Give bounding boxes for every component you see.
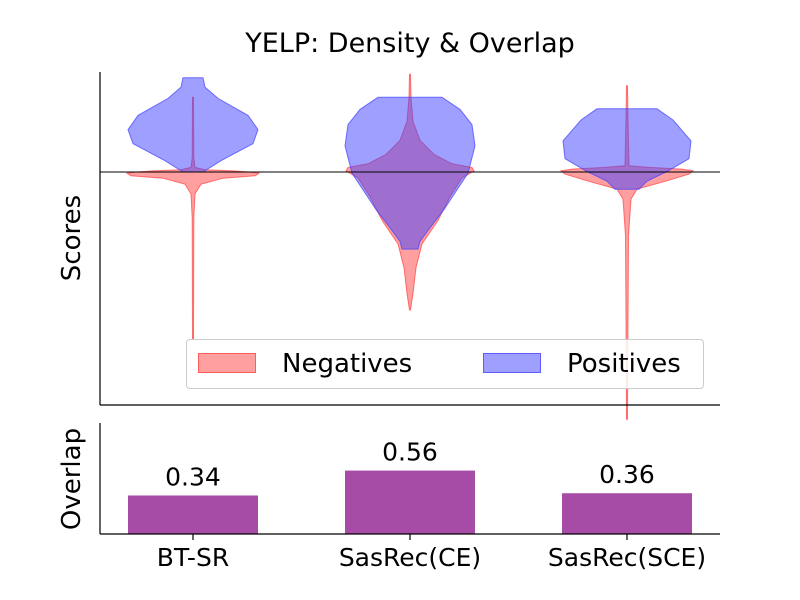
x-tick-layer: BT-SR SasRec(CE) SasRec(SCE) <box>157 534 706 572</box>
top-axes <box>99 72 720 406</box>
violin-positives-bt-sr <box>127 77 259 173</box>
y-axis-label-overlap: Overlap <box>57 427 87 531</box>
legend-label-positives: Positives <box>567 349 681 379</box>
overlap-bar-bt-sr <box>128 495 258 534</box>
overlap-value-label-bt-sr: 0.34 <box>165 462 221 491</box>
overlap-bar-sasrec-ce <box>345 470 475 534</box>
x-tick-label-sasrec-ce: SasRec(CE) <box>339 543 481 572</box>
violin-layer <box>125 73 695 420</box>
x-tick-label-bt-sr: BT-SR <box>157 543 229 572</box>
overlap-value-label-sasrec-ce: 0.56 <box>382 438 438 467</box>
legend-swatch-positives <box>483 353 541 373</box>
violin-positives-sasrec-sce <box>562 108 692 190</box>
legend-swatch-negatives <box>198 353 256 373</box>
bar-layer: 0.34 0.56 0.36 <box>128 438 692 534</box>
x-tick-label-sasrec-sce: SasRec(SCE) <box>548 543 706 572</box>
legend: Negatives Positives <box>186 339 704 389</box>
overlap-value-label-sasrec-sce: 0.36 <box>599 460 655 489</box>
violin-positives-sasrec-ce <box>344 96 476 250</box>
y-axis-label-scores: Scores <box>57 194 87 282</box>
legend-label-negatives: Negatives <box>282 349 413 379</box>
chart-title: YELP: Density & Overlap <box>245 28 575 59</box>
overlap-bar-sasrec-sce <box>562 493 692 534</box>
